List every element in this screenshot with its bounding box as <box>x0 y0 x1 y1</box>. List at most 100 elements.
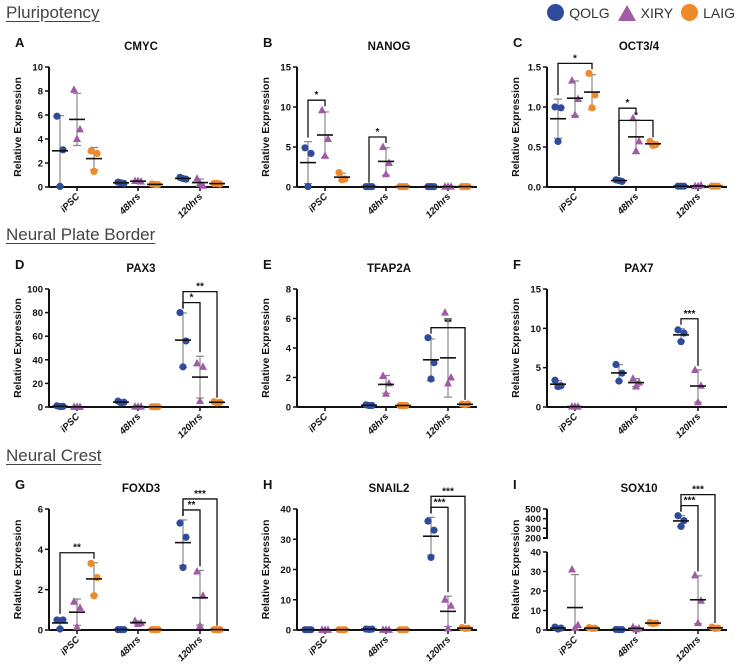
y-axis-label: Relative Expression <box>12 520 24 620</box>
panel-title: NANOG <box>368 41 411 53</box>
panel-a: A CMYC Relative Expression 0 2 4 6 8 10 iPSC 48hrs… <box>12 35 229 221</box>
x-tick-label: iPSC <box>59 191 83 215</box>
y-tick-label: 15 <box>280 63 291 74</box>
panel-f: F PAX7 Relative Expression 0 5 10 15 iPSC 48hrs 1… <box>510 257 727 441</box>
y-tick-label: 4 <box>38 135 44 146</box>
data-point-circle <box>335 169 343 177</box>
y-tick-label: 60 <box>32 332 43 343</box>
data-point-circle <box>179 563 187 572</box>
significance-bracket <box>618 119 654 176</box>
data-point-circle <box>93 573 101 582</box>
data-point-triangle <box>70 597 78 605</box>
significance-bracket <box>430 506 449 593</box>
y-tick-label: 20 <box>32 379 43 390</box>
data-point-triangle <box>629 374 637 382</box>
data-point-triangle <box>571 623 579 632</box>
y-tick-label: 6 <box>286 314 291 325</box>
y-tick-label: 1.5 <box>528 63 542 74</box>
legend: QOLG XIRY LAIG <box>547 4 735 21</box>
panel-title: PAX3 <box>126 263 155 275</box>
significance-bracket <box>430 327 466 400</box>
y-tick-label: 0 <box>286 626 291 637</box>
data-point-triangle <box>382 169 390 178</box>
data-point-circle <box>176 309 184 317</box>
data-point-circle <box>87 559 95 568</box>
data-point-triangle <box>629 113 637 122</box>
data-point-circle <box>551 103 559 111</box>
x-tick-label: 120hrs <box>674 411 703 440</box>
panel-g: G FOXD3 Relative Expression 0 2 4 6 iPSC 48hrs 12… <box>12 477 229 664</box>
panel-i: I SOX10 Relative Expression 0 10 20 30 40 200300… <box>510 477 727 664</box>
significance-label: *** <box>684 496 696 507</box>
data-point-circle <box>585 69 593 77</box>
panel-title: FOXD3 <box>122 483 160 495</box>
y-tick-label: 8 <box>38 87 43 98</box>
legend-item-xiry: XIRY <box>617 4 673 21</box>
y-tick-label: 0 <box>536 626 541 637</box>
data-point-circle <box>551 376 559 384</box>
x-tick-label: 48hrs <box>117 191 143 217</box>
significance-label: ** <box>73 543 81 554</box>
x-tick-label: 120hrs <box>176 634 205 663</box>
x-tick-label: 120hrs <box>424 634 453 663</box>
section-title-pluripotency: Pluripotency <box>6 3 100 22</box>
legend-item-qolg: QOLG <box>547 4 610 21</box>
data-point-triangle <box>73 622 81 630</box>
data-point-triangle <box>76 603 84 611</box>
panel-letter: C <box>513 35 523 50</box>
y-tick-label: 2 <box>286 373 291 384</box>
significance-bracket <box>557 62 593 96</box>
data-point-circle <box>338 176 346 184</box>
y-tick-label: 0.0 <box>528 183 541 194</box>
significance-label: *** <box>442 486 454 497</box>
data-point-circle <box>90 167 98 175</box>
x-tick-label: 48hrs <box>615 191 641 217</box>
data-point-circle <box>430 526 438 534</box>
data-point-triangle <box>635 136 643 145</box>
y-tick-label: 2 <box>38 159 43 170</box>
data-point-circle <box>677 338 685 346</box>
data-point-circle <box>59 616 67 624</box>
data-point-triangle <box>318 105 326 114</box>
y-tick-label: 500 <box>525 505 541 516</box>
data-point-circle <box>90 592 98 600</box>
significance-label: * <box>376 127 380 138</box>
data-point-triangle <box>568 76 576 84</box>
y-tick-label: 20 <box>280 565 291 576</box>
significance-bracket <box>182 498 218 626</box>
y-tick-label: 10 <box>530 606 541 617</box>
x-tick-label: 48hrs <box>615 634 641 660</box>
significance-label: *** <box>194 489 206 500</box>
significance-label: *** <box>692 485 704 496</box>
y-axis-label: Relative Expression <box>510 298 522 398</box>
data-point-triangle <box>193 358 201 367</box>
significance-label: * <box>626 98 630 109</box>
data-point-circle <box>612 360 620 369</box>
data-point-triangle <box>324 134 332 142</box>
panel-letter: B <box>263 35 272 50</box>
data-point-circle <box>93 149 101 157</box>
x-tick-label: 48hrs <box>117 411 143 437</box>
triangle-marker-icon <box>617 4 636 21</box>
panel-h: H SNAIL2 Relative Expression 0 10 20 30 40 iPSC 4… <box>260 477 477 664</box>
data-point-triangle <box>134 176 142 184</box>
y-tick-label: 8 <box>286 285 291 296</box>
y-tick-label: 6 <box>38 111 43 122</box>
data-point-triangle <box>447 373 455 381</box>
legend-item-laig: LAIG <box>681 4 735 21</box>
x-tick-label: 120hrs <box>674 191 703 220</box>
panel-e: E TFAP2A Relative Expression 0 2 4 6 8 iPSC 48hrs… <box>260 257 477 441</box>
legend-label: QOLG <box>569 4 610 21</box>
data-point-triangle <box>697 381 705 389</box>
panel-title: OCT3/4 <box>619 41 660 53</box>
data-point-triangle <box>691 365 699 374</box>
y-tick-label: 0.5 <box>528 143 542 154</box>
y-tick-label: 40 <box>530 548 541 559</box>
panel-d: D PAX3 Relative Expression 0 20 40 60 80 100 iPSC… <box>12 257 229 441</box>
significance-label: * <box>573 53 577 64</box>
y-tick-label: 40 <box>280 505 291 516</box>
data-point-triangle <box>76 124 84 133</box>
data-point-triangle <box>196 396 204 405</box>
data-point-circle <box>182 533 190 541</box>
